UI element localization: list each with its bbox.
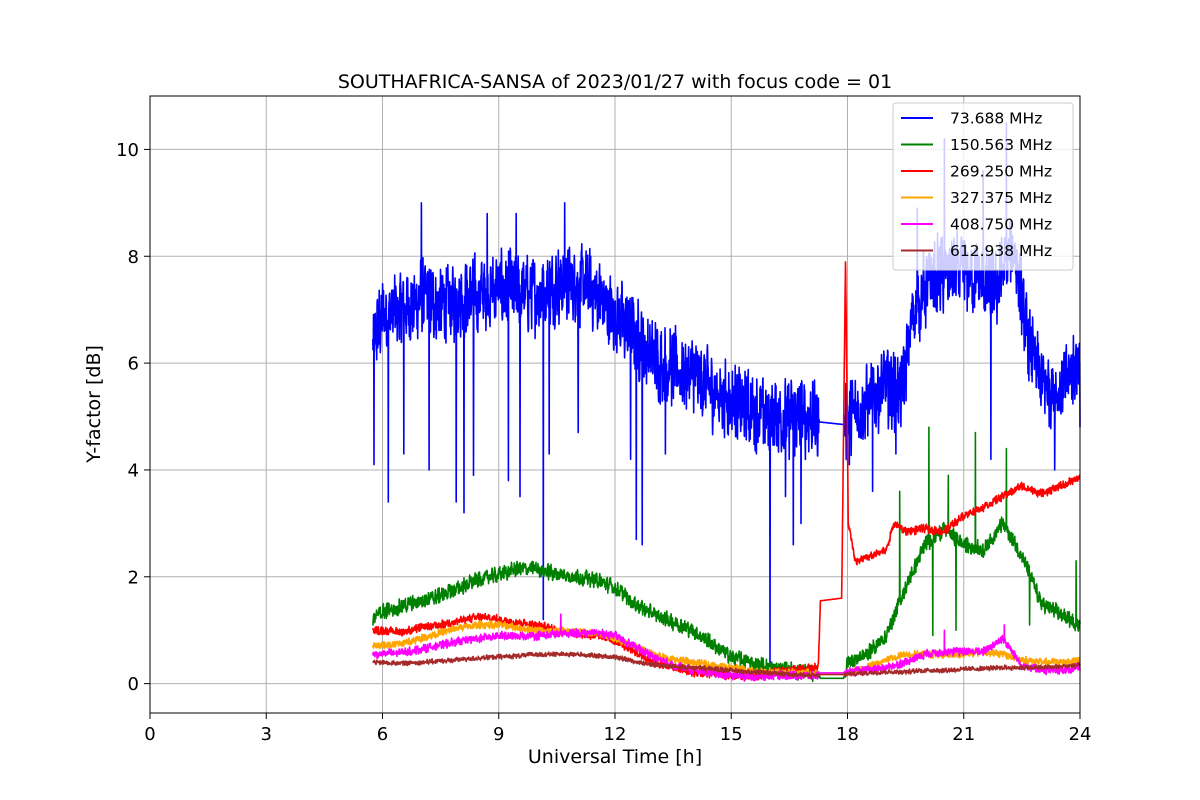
x-tick-label: 3 xyxy=(261,724,272,745)
x-tick-label: 18 xyxy=(836,724,859,745)
y-tick-label: 8 xyxy=(128,247,139,268)
x-tick-label: 15 xyxy=(720,724,743,745)
y-tick-label: 6 xyxy=(128,354,139,375)
series-line xyxy=(372,426,1081,683)
x-tick-label: 24 xyxy=(1069,724,1092,745)
x-tick-label: 12 xyxy=(604,724,627,745)
x-axis-label: Universal Time [h] xyxy=(528,746,702,768)
legend-entry: 408.750 MHz xyxy=(950,216,1052,234)
legend-box xyxy=(892,102,1074,271)
y-axis-label: Y-factor [dB] xyxy=(83,345,105,464)
legend-entry: 73.688 MHz xyxy=(950,110,1042,128)
x-tick-label: 9 xyxy=(493,724,504,745)
x-tick-label: 0 xyxy=(144,724,155,745)
y-axis: 0 2 4 6 8 10 xyxy=(116,140,150,695)
series-line xyxy=(372,651,1081,679)
legend-entry: 150.563 MHz xyxy=(950,136,1052,154)
legend-entry: 269.250 MHz xyxy=(950,163,1052,181)
y-tick-label: 2 xyxy=(128,567,139,588)
legend-entry: 612.938 MHz xyxy=(950,242,1052,260)
y-tick-label: 0 xyxy=(128,674,139,695)
legend-entry: 327.375 MHz xyxy=(950,189,1052,207)
y-tick-label: 4 xyxy=(128,460,139,481)
x-tick-label: 21 xyxy=(952,724,975,745)
series-line xyxy=(372,620,1081,678)
x-axis: 0 3 6 9 12 15 18 21 24 xyxy=(144,713,1091,745)
legend: 73.688 MHz 150.563 MHz 269.250 MHz 327.375 … xyxy=(892,102,1074,271)
chart-title: SOUTHAFRICA-SANSA of 2023/01/27 with foc… xyxy=(338,71,892,93)
x-tick-label: 6 xyxy=(377,724,388,745)
y-tick-label: 10 xyxy=(116,140,139,161)
